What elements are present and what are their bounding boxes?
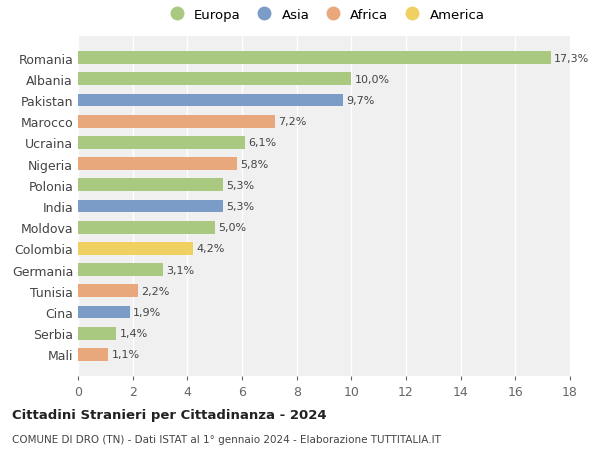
Text: Cittadini Stranieri per Cittadinanza - 2024: Cittadini Stranieri per Cittadinanza - 2… bbox=[12, 409, 326, 421]
Bar bbox=[78, 52, 551, 65]
Bar bbox=[78, 73, 352, 86]
Text: 1,1%: 1,1% bbox=[112, 350, 139, 359]
Bar bbox=[78, 221, 215, 234]
Bar bbox=[78, 137, 245, 150]
Bar bbox=[78, 158, 236, 171]
Bar bbox=[78, 348, 108, 361]
Bar bbox=[78, 285, 138, 297]
Bar bbox=[78, 95, 343, 107]
Text: 6,1%: 6,1% bbox=[248, 138, 276, 148]
Bar bbox=[78, 116, 275, 129]
Bar bbox=[78, 263, 163, 276]
Text: 5,8%: 5,8% bbox=[240, 159, 268, 169]
Legend: Europa, Asia, Africa, America: Europa, Asia, Africa, America bbox=[158, 3, 490, 27]
Text: 9,7%: 9,7% bbox=[346, 96, 375, 106]
Text: 17,3%: 17,3% bbox=[554, 54, 589, 63]
Text: 5,3%: 5,3% bbox=[226, 202, 254, 212]
Bar bbox=[78, 179, 223, 192]
Bar bbox=[78, 200, 223, 213]
Text: 3,1%: 3,1% bbox=[166, 265, 194, 275]
Bar bbox=[78, 327, 116, 340]
Text: 7,2%: 7,2% bbox=[278, 117, 307, 127]
Text: 5,3%: 5,3% bbox=[226, 180, 254, 190]
Text: 4,2%: 4,2% bbox=[196, 244, 224, 254]
Text: COMUNE DI DRO (TN) - Dati ISTAT al 1° gennaio 2024 - Elaborazione TUTTITALIA.IT: COMUNE DI DRO (TN) - Dati ISTAT al 1° ge… bbox=[12, 434, 441, 444]
Text: 1,9%: 1,9% bbox=[133, 308, 161, 317]
Text: 10,0%: 10,0% bbox=[355, 75, 390, 84]
Text: 1,4%: 1,4% bbox=[119, 329, 148, 338]
Text: 2,2%: 2,2% bbox=[142, 286, 170, 296]
Bar bbox=[78, 242, 193, 255]
Bar bbox=[78, 306, 130, 319]
Text: 5,0%: 5,0% bbox=[218, 223, 246, 233]
